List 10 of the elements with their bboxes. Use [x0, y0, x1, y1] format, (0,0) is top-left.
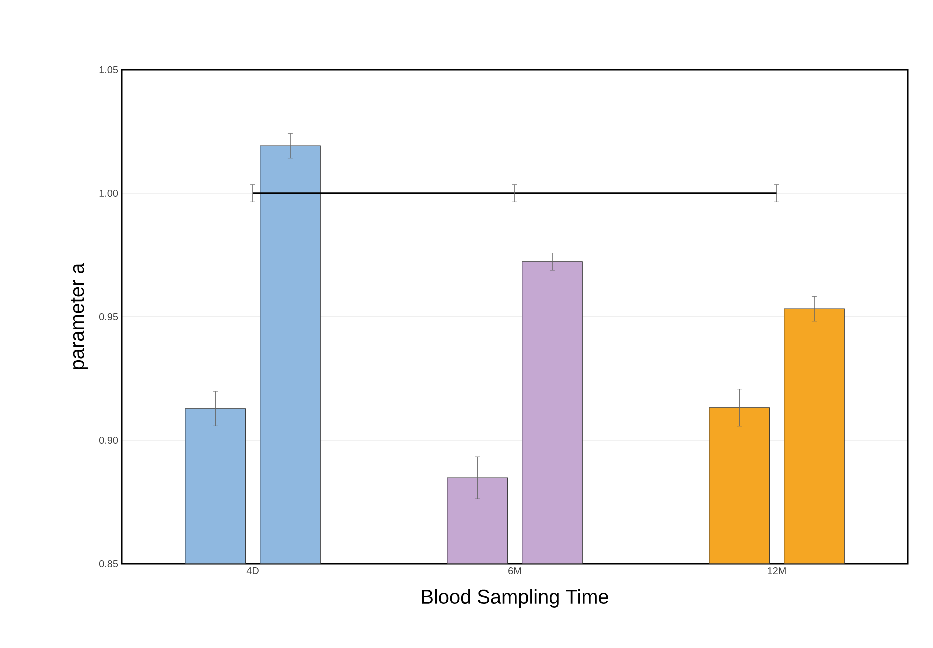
x-axis-title: Blood Sampling Time [422, 589, 608, 608]
y-tick-label: 1.05 [100, 66, 118, 74]
x-tick-label: 6M [508, 568, 522, 575]
y-axis-title: parameter a [71, 263, 88, 370]
y-tick-label: 0.85 [99, 560, 118, 568]
y-tick-label: 0.95 [99, 313, 118, 321]
y-tick-label: 1.00 [100, 190, 118, 198]
y-tick-label: 0.90 [99, 436, 118, 444]
x-tick-label: 12M [768, 568, 786, 574]
x-tick-label: 4D [246, 568, 259, 574]
